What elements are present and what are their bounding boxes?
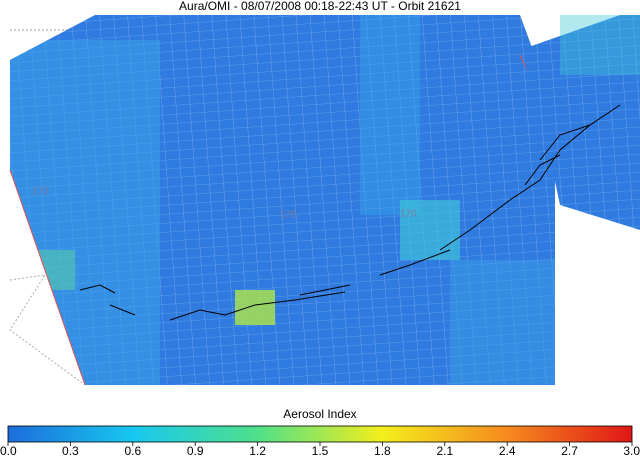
- tick-label: 1.2: [249, 444, 266, 458]
- coastline: [79, 104, 621, 321]
- tick-label: 0.9: [187, 444, 204, 458]
- tick-label: 2.1: [436, 444, 453, 458]
- tick-label: 0.6: [124, 444, 141, 458]
- map: 175 175 170: [9, 15, 640, 386]
- map-label: 170: [400, 209, 417, 220]
- colorbar-ticks: 0.0 0.3 0.6 0.9 1.2 1.5 1.8 2.1 2.4 2.7 3.0: [0, 442, 640, 458]
- tick-label: 0.3: [62, 444, 79, 458]
- colorbar: [7, 425, 633, 443]
- tick-label: 3.0: [623, 444, 640, 458]
- map-label: 175: [32, 187, 49, 198]
- tick-label: 2.7: [561, 444, 578, 458]
- colorbar-label: Aerosol Index: [283, 407, 356, 421]
- tick-label: 1.8: [374, 444, 391, 458]
- tick-label: 2.4: [499, 444, 516, 458]
- tick-label: 0.0: [0, 444, 17, 458]
- title: Aura/OMI - 08/07/2008 00:18-22:43 UT - O…: [179, 0, 461, 13]
- tick-label: 1.5: [312, 444, 329, 458]
- orbit-swath-east: [520, 15, 640, 230]
- map-label: 175: [280, 210, 297, 221]
